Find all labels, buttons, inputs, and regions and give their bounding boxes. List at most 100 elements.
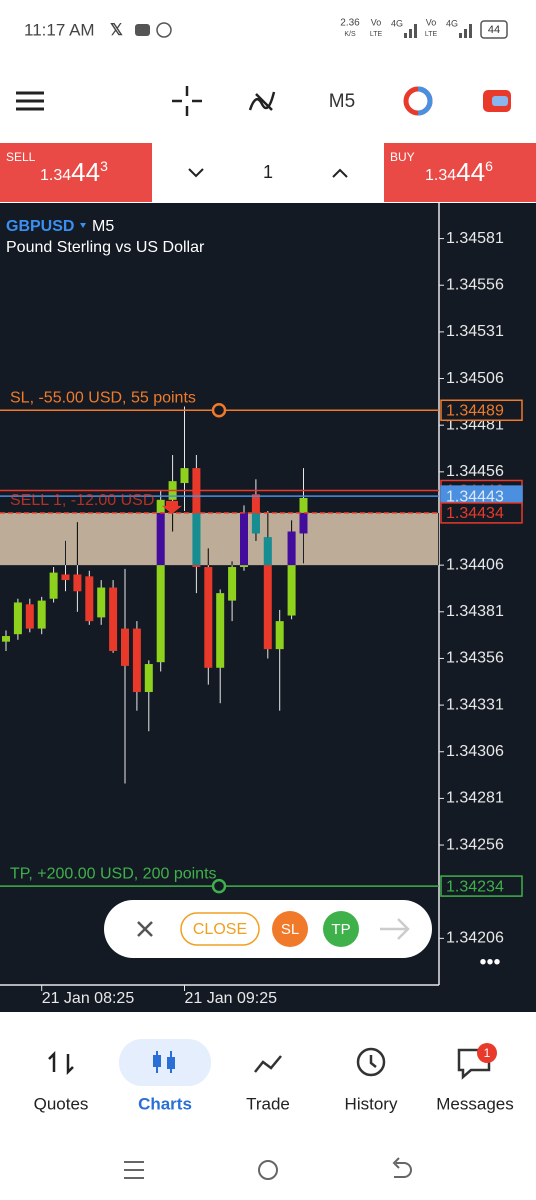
- sell-button[interactable]: SELL 1.34443: [0, 143, 152, 202]
- candle-body: [121, 628, 129, 666]
- y-tick-label: 1.34331: [446, 696, 504, 713]
- position-zone: [0, 512, 439, 566]
- price-label: 1.34234: [446, 878, 504, 895]
- indicators-button[interactable]: [248, 91, 276, 111]
- cancel-button[interactable]: [137, 921, 153, 937]
- sl-button[interactable]: [272, 911, 308, 947]
- nav-label: Messages: [436, 1094, 513, 1113]
- facebook-icon: [156, 22, 172, 38]
- price-lead: 1.34: [425, 167, 456, 184]
- trade-icon: [254, 1055, 282, 1073]
- level-handle[interactable]: [211, 878, 227, 894]
- x-tick-label: 21 Jan 09:25: [185, 990, 278, 1007]
- candle-body: [263, 537, 272, 650]
- tp-button[interactable]: [323, 911, 359, 947]
- y-tick-label: 1.34281: [446, 790, 504, 807]
- candle-body: [13, 602, 22, 635]
- close-button[interactable]: [180, 912, 260, 946]
- recents-button[interactable]: [124, 1161, 144, 1179]
- buy-label: BUY: [390, 150, 415, 164]
- y-tick-label: 1.34556: [446, 276, 504, 293]
- price-sup: 6: [485, 158, 493, 174]
- nav-messages[interactable]: Messages: [436, 1094, 513, 1113]
- badge-count: 1: [484, 1046, 491, 1060]
- price-big: 44: [71, 157, 100, 187]
- quotes-icon: [48, 1050, 74, 1076]
- battery: [480, 20, 508, 39]
- nav-history[interactable]: History: [345, 1094, 398, 1113]
- price-big: 44: [456, 157, 485, 187]
- buy-panel: [384, 143, 536, 202]
- level-handle[interactable]: [211, 403, 227, 418]
- volte: Vo: [426, 17, 437, 27]
- price-label-box: [440, 875, 523, 897]
- nav-quotes[interactable]: Quotes: [34, 1094, 89, 1113]
- speed: 2.36: [340, 18, 360, 29]
- more-button[interactable]: •••: [479, 951, 500, 973]
- candle-body: [228, 567, 237, 601]
- menu-button[interactable]: [16, 91, 44, 111]
- volte: Vo: [371, 17, 382, 27]
- signal: [459, 24, 472, 38]
- chart-timeframe: M5: [92, 218, 114, 235]
- nav-charts[interactable]: Charts: [138, 1094, 192, 1113]
- charts-icon: [167, 1057, 175, 1069]
- candle-body: [132, 628, 141, 693]
- candle-body: [109, 587, 118, 651]
- y-tick-label: 1.34506: [446, 370, 504, 387]
- sl-label: SL: [281, 921, 299, 938]
- youtube-icon: [135, 24, 150, 36]
- y-tick-label: 1.34456: [446, 463, 504, 480]
- candle-body: [275, 621, 284, 650]
- back-button[interactable]: [392, 1157, 412, 1178]
- charts-icon: [153, 1055, 161, 1067]
- candle-body: [180, 468, 189, 484]
- level-label: SL, -55.00 USD, 55 points: [10, 389, 196, 406]
- level-label: TP, +200.00 USD, 200 points: [10, 865, 217, 882]
- price-label: 1.34489: [446, 402, 504, 419]
- candle-body: [216, 593, 225, 668]
- candle-body: [97, 587, 106, 618]
- symbol-description: Pound Sterling vs US Dollar: [6, 239, 205, 256]
- price-label: 1.34434: [446, 505, 504, 522]
- network: 4G: [391, 18, 403, 28]
- speed-unit: K/S: [344, 31, 356, 38]
- buy-button[interactable]: BUY 1.34446: [384, 143, 536, 202]
- candle-body: [73, 574, 82, 592]
- y-tick-label: 1.34531: [446, 323, 504, 340]
- tp-label: TP: [331, 921, 350, 938]
- symbol-dropdown[interactable]: [80, 223, 86, 228]
- candle-body: [156, 499, 165, 663]
- buy-price: 1.34446: [425, 157, 493, 187]
- crosshair-button[interactable]: [172, 86, 202, 116]
- candle-body: [25, 604, 34, 629]
- increase-button[interactable]: [332, 168, 348, 178]
- nav-label: Trade: [246, 1094, 290, 1113]
- confirm-button[interactable]: [380, 918, 410, 940]
- y-tick-label: 1.34381: [446, 603, 504, 620]
- candle-body: [49, 572, 58, 599]
- candle-body: [204, 567, 213, 668]
- x-icon: 𝕏: [110, 22, 123, 39]
- y-tick-label: 1.34356: [446, 650, 504, 667]
- history-icon: [356, 1047, 386, 1077]
- sell-price: 1.34443: [40, 157, 108, 187]
- candle-body: [85, 576, 94, 622]
- quantity[interactable]: 1: [263, 162, 273, 182]
- candle-body: [287, 531, 296, 616]
- overlay: SL, -55.00 USD, 55 points1.344891.344461…: [0, 389, 523, 897]
- y-tick-label: 1.34256: [446, 836, 504, 853]
- battery-level: 44: [488, 24, 500, 36]
- symbol[interactable]: GBPUSD: [6, 218, 74, 235]
- timeframe-button[interactable]: M5: [329, 91, 355, 112]
- nav-label: History: [345, 1094, 398, 1113]
- nav-trade[interactable]: Trade: [246, 1094, 290, 1113]
- price-sup: 3: [100, 158, 108, 174]
- candle-body: [37, 600, 46, 629]
- home-button[interactable]: [258, 1160, 278, 1180]
- decrease-button[interactable]: [188, 168, 204, 178]
- nav-label: Charts: [138, 1094, 192, 1113]
- y-tick-label: 1.34306: [446, 743, 504, 760]
- order-marker: [162, 500, 182, 514]
